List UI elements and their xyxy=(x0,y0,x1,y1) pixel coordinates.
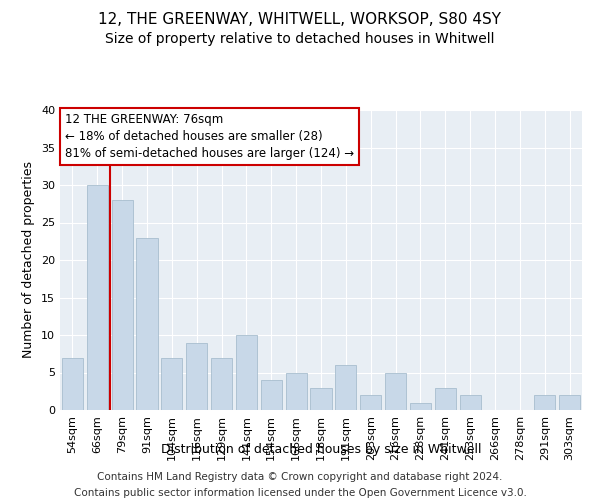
Bar xyxy=(460,395,481,410)
Text: Contains HM Land Registry data © Crown copyright and database right 2024.: Contains HM Land Registry data © Crown c… xyxy=(97,472,503,482)
Text: Contains public sector information licensed under the Open Government Licence v3: Contains public sector information licen… xyxy=(74,488,526,498)
Text: 12, THE GREENWAY, WHITWELL, WORKSOP, S80 4SY: 12, THE GREENWAY, WHITWELL, WORKSOP, S80… xyxy=(98,12,502,28)
Text: Size of property relative to detached houses in Whitwell: Size of property relative to detached ho… xyxy=(105,32,495,46)
Bar xyxy=(112,200,133,410)
Bar xyxy=(310,388,332,410)
Bar xyxy=(410,402,431,410)
Bar xyxy=(211,358,232,410)
Bar xyxy=(87,185,108,410)
Text: Distribution of detached houses by size in Whitwell: Distribution of detached houses by size … xyxy=(161,442,481,456)
Bar xyxy=(62,358,83,410)
Bar xyxy=(385,372,406,410)
Bar xyxy=(236,335,257,410)
Bar xyxy=(435,388,456,410)
Bar xyxy=(360,395,381,410)
Bar xyxy=(261,380,282,410)
Bar xyxy=(161,358,182,410)
Bar xyxy=(286,372,307,410)
Bar xyxy=(186,342,207,410)
Bar xyxy=(136,238,158,410)
Bar xyxy=(534,395,555,410)
Y-axis label: Number of detached properties: Number of detached properties xyxy=(22,162,35,358)
Bar xyxy=(559,395,580,410)
Bar xyxy=(335,365,356,410)
Text: 12 THE GREENWAY: 76sqm
← 18% of detached houses are smaller (28)
81% of semi-det: 12 THE GREENWAY: 76sqm ← 18% of detached… xyxy=(65,113,355,160)
